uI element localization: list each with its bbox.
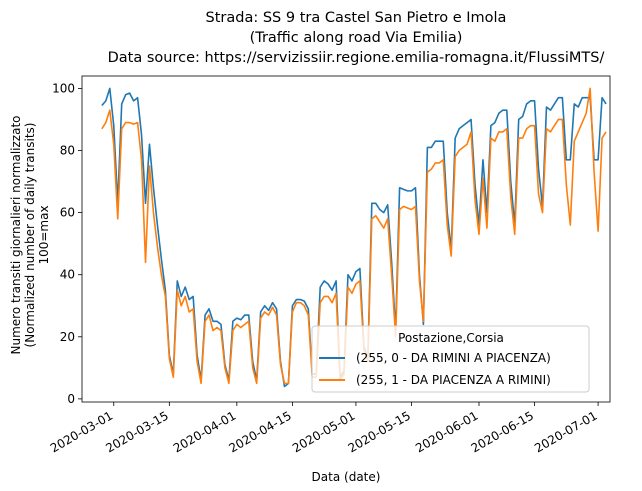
x-tick-label: 2020-06-01 — [413, 408, 480, 455]
chart-title-line-2: (Traffic along road Via Emilia) — [250, 30, 463, 46]
axes-frame — [81, 75, 611, 403]
legend-label-series-1: (255, 0 - DA RIMINI A PIACENZA) — [356, 351, 551, 365]
x-tick-label: 2020-05-15 — [346, 408, 413, 455]
series-line-1 — [101, 87, 607, 388]
x-tick-label: 2020-06-15 — [469, 408, 536, 455]
y-tick-label: 0 — [67, 392, 75, 406]
x-tick-label: 2020-04-01 — [171, 408, 238, 455]
series-line-2 — [101, 87, 607, 385]
legend-title: Postazione,Corsia — [398, 331, 504, 345]
y-tick-label: 40 — [60, 268, 75, 282]
legend-label-series-2: (255, 1 - DA PIACENZA A RIMINI) — [356, 373, 551, 387]
y-axis-label-line-1: Numero transiti giornalieri normalizzato — [9, 115, 23, 354]
y-axis-label: Numero transiti giornalieri normalizzato… — [9, 115, 51, 354]
x-tick-label: 2020-03-15 — [103, 408, 170, 455]
y-tick-label: 100 — [52, 81, 75, 95]
x-tick-label: 2020-05-01 — [290, 408, 357, 455]
legend: Postazione,Corsia (255, 0 - DA RIMINI A … — [311, 325, 590, 393]
chart-title-line-3: Data source: https://servizissiir.region… — [108, 50, 605, 66]
x-tick-label: 2020-04-15 — [227, 408, 294, 455]
y-axis-label-line-3: 100=max — [37, 205, 51, 264]
chart-title-line-1: Strada: SS 9 tra Castel San Pietro e Imo… — [206, 10, 507, 26]
x-tick-label: 2020-07-01 — [532, 408, 599, 455]
x-axis-label: Data (date) — [312, 470, 381, 484]
y-tick-label: 80 — [60, 144, 75, 158]
y-axis-label-line-2: (Normalized number of daily transits) — [23, 123, 37, 348]
y-tick-label: 60 — [60, 206, 75, 220]
y-tick-label: 20 — [60, 330, 75, 344]
legend-box — [311, 325, 590, 393]
x-tick-label: 2020-03-01 — [48, 408, 115, 455]
